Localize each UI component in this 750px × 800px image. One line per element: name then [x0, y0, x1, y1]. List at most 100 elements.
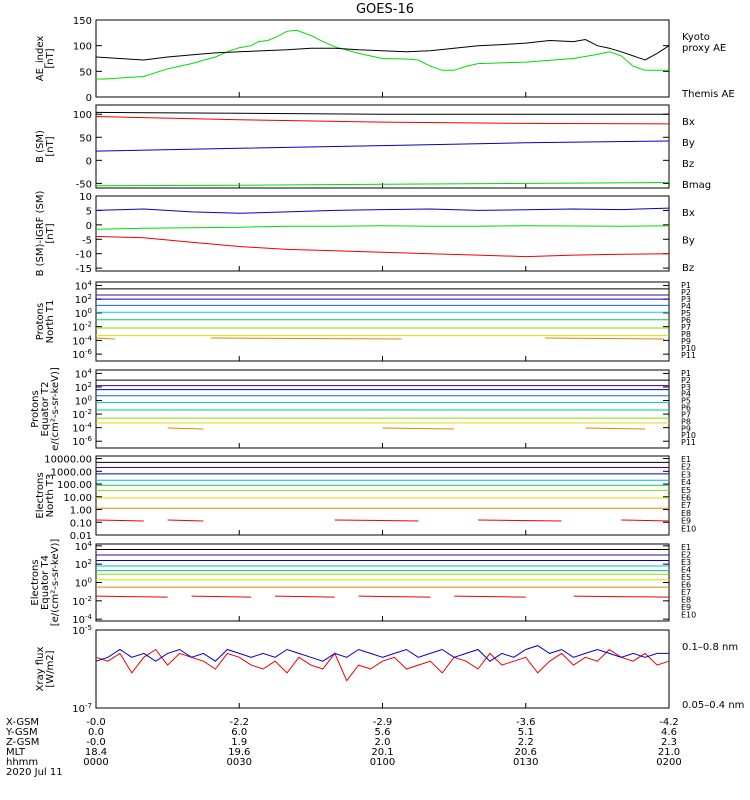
- y-axis-label: B (SM)-IGRF (SM)[nT]: [35, 191, 56, 277]
- channel-label: P10: [681, 431, 696, 440]
- series-by: [95, 182, 670, 187]
- series-0-05-0-4-nm: [95, 645, 669, 662]
- channel-label: E7: [681, 501, 691, 510]
- y-axis-label: ProtonsNorth T1: [35, 300, 56, 344]
- channel-label: P9: [681, 424, 691, 433]
- channel-label: E8: [681, 509, 691, 518]
- y-tick-label: 10-6: [72, 348, 92, 361]
- channel-label: P1: [681, 369, 691, 378]
- channel-e9: [358, 595, 431, 598]
- y-tick-label: 100: [75, 307, 92, 320]
- series-bz: [95, 116, 670, 125]
- channel-label: E3: [681, 558, 691, 567]
- panel-frame: [95, 104, 670, 189]
- y-tick-label: -10: [76, 250, 92, 261]
- y-tick-label: 10-4: [72, 334, 92, 347]
- channel-e9: [621, 519, 670, 522]
- channel-label: P2: [681, 288, 691, 297]
- y-tick-label: 100: [75, 577, 92, 590]
- y-tick-label: 102: [75, 558, 92, 571]
- x-row-value: 2.0: [375, 737, 391, 748]
- y-tick-label: -15: [76, 264, 92, 275]
- figure-title: GOES-16: [356, 2, 414, 17]
- channel-label: E7: [681, 588, 691, 597]
- y-axis-label: Xray flux[W/m2]: [35, 647, 56, 692]
- panel-frame: [95, 369, 670, 449]
- x-row-value: 0.0: [88, 727, 104, 738]
- channel-label: P5: [681, 309, 691, 318]
- legend-label: Bx: [682, 208, 695, 219]
- channel-label: P7: [681, 410, 691, 419]
- x-row-name: Z-GSM: [6, 737, 39, 748]
- channel-label: E1: [681, 455, 691, 464]
- y-tick-label: 0.01: [70, 531, 92, 542]
- x-row-value: 2.3: [661, 737, 677, 748]
- channel-label: E9: [681, 517, 691, 526]
- panel-frame: [95, 195, 670, 272]
- y-tick-label: 10-4: [72, 613, 92, 626]
- series-kyoto-proxy-ae: [96, 29, 669, 80]
- x-row-value: -4.2: [659, 717, 679, 728]
- channel-label: E10: [681, 611, 696, 620]
- legend-label: Bz: [682, 263, 694, 274]
- channel-label: P4: [681, 302, 691, 311]
- channel-label: P2: [681, 376, 691, 385]
- panel-electrons-t4: 104 102 100 10-2 10-4 ElectronsEquator T4[e/(…: [30, 539, 696, 627]
- x-row-value: 0100: [370, 757, 395, 768]
- channel-label: P7: [681, 323, 691, 332]
- y-tick-label: 102: [75, 381, 92, 394]
- channel-e9: [95, 519, 144, 522]
- x-row-value: 0200: [656, 757, 681, 768]
- channel-p9: [210, 337, 402, 340]
- y-tick-label: 0: [86, 93, 92, 104]
- panel-bsm: 100 50 0 -50 B (SM)[nT] Bx By Bz Bmag: [35, 104, 711, 191]
- x-row-value: 0000: [83, 757, 108, 768]
- x-row-value: 0030: [227, 757, 252, 768]
- y-tick-label: 0.10: [70, 518, 92, 529]
- channel-label: E10: [681, 524, 696, 533]
- y-tick-label: -50: [76, 179, 92, 190]
- channel-label: E2: [681, 551, 691, 560]
- x-row-value: 19.6: [228, 747, 250, 758]
- y-tick-label: 50: [79, 67, 92, 78]
- y-axis-label: ElectronsEquator T4[e/(cm²-s-sr-keV)]: [30, 539, 61, 627]
- panel-frame: [95, 281, 670, 362]
- channel-label: P1: [681, 281, 691, 290]
- y-axis-label: AE_index[nT]: [35, 36, 56, 82]
- channel-label: P10: [681, 344, 696, 353]
- x-row-name: Y-GSM: [5, 727, 38, 738]
- date-label: 2020 Jul 11: [6, 767, 63, 778]
- x-row-value: 0130: [513, 757, 538, 768]
- y-tick-label: 10-5: [72, 624, 92, 637]
- x-row-value: 5.6: [375, 727, 391, 738]
- channel-label: E6: [681, 494, 691, 503]
- channel-label: P11: [681, 438, 696, 447]
- legend-label: Bz: [682, 159, 694, 170]
- y-tick-label: 104: [75, 540, 93, 553]
- legend-label: Kyoto proxy AE: [682, 32, 726, 54]
- panel-bigrf: 10 5 0 -5 -10 -15 B (SM)-IGRF (SM)[nT] Bx By Bz: [35, 191, 695, 277]
- x-axis-info: X-GSM -0.0 -2.2 -2.9 -3.6 -4.2 Y-GSM 0.0 6.0 5.6 5…: [5, 717, 682, 778]
- y-axis-label: ProtonsEquator T2e/(cm²-s-sr-keV)]: [30, 367, 61, 451]
- y-tick-label: 104: [75, 367, 93, 380]
- x-row-name: MLT: [6, 747, 26, 758]
- y-tick-label: 100: [75, 395, 92, 408]
- channel-p9: [382, 427, 455, 430]
- channel-e9: [477, 519, 562, 522]
- x-row-name: hhmm: [6, 757, 38, 768]
- channel-label: E2: [681, 463, 691, 472]
- legend-label: Bx: [682, 117, 695, 128]
- channel-label: P9: [681, 337, 691, 346]
- y-tick-label: 10-4: [72, 422, 92, 435]
- y-tick-label: 10-6: [72, 435, 92, 448]
- y-tick-label: 0: [86, 156, 92, 167]
- y-tick-label: 100: [73, 42, 92, 53]
- channel-label: P3: [681, 383, 691, 392]
- y-axis-label: ElectronsNorth T3: [35, 472, 56, 518]
- channel-label: P8: [681, 330, 691, 339]
- channel-e9: [191, 595, 252, 598]
- channel-label: P3: [681, 295, 691, 304]
